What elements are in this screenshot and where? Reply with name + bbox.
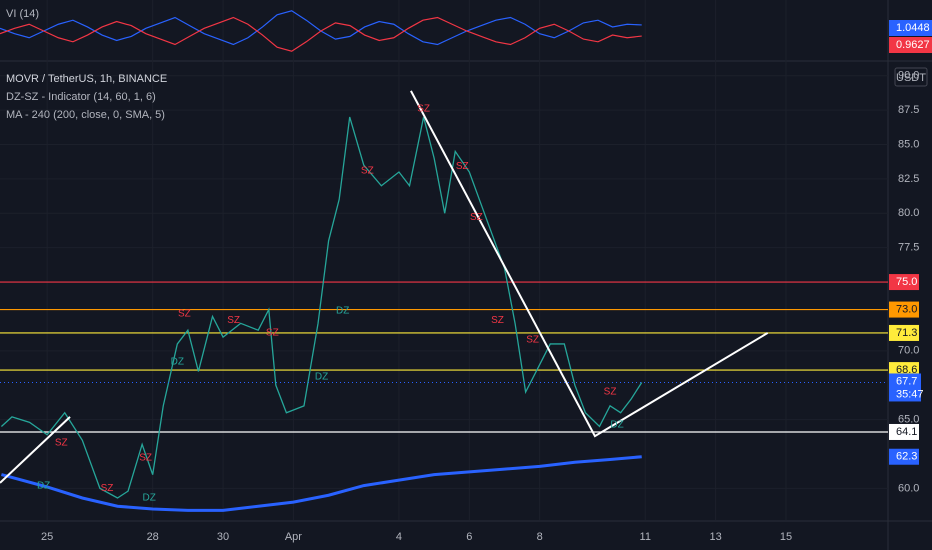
level-tag-label: 75.0 [896,276,917,288]
zone-annotation: SZ [604,387,617,398]
zone-annotation: DZ [37,480,50,491]
vi-tag-label: 1.0448 [896,22,930,34]
price-line [1,455,642,512]
zone-annotation: DZ [315,372,328,383]
x-tick-label: 8 [537,531,543,543]
zone-annotation: SZ [266,328,279,339]
trendline [410,90,769,438]
ma-tag [889,448,919,465]
ma-tag-label: 62.3 [896,451,917,463]
zone-annotation: SZ [491,315,504,326]
currency[interactable]: USDT [896,72,926,84]
level-tag-label: 68.6 [896,364,917,376]
level-tag-label: 73.0 [896,303,917,315]
vi-line [0,16,642,52]
y-tick-label: 80.0 [898,207,919,219]
y-tick-label: 90.0 [898,70,919,82]
indicator-label: MA - 240 (200, close, 0, SMA, 5) [6,109,165,121]
chart-title: MOVR / TetherUS, 1h, BINANCE [6,73,167,85]
zone-annotation: SZ [101,483,114,494]
vi-title: VI (14) [6,8,39,20]
y-tick-label: 77.5 [898,242,919,254]
vi-tag [889,37,932,53]
zone-annotation: SZ [178,308,191,319]
zone-annotation: SZ [456,161,469,172]
level-tag-label: 64.1 [896,426,917,438]
zone-annotation: SZ [139,453,152,464]
x-tick-label: 4 [396,531,402,543]
level-tag [889,423,919,440]
y-tick-label: 60.0 [898,482,919,494]
x-tick-label: 25 [41,531,53,543]
zone-annotation: DZ [610,420,623,431]
x-tick-label: 30 [217,531,229,543]
y-tick-label: 65.0 [898,414,919,426]
last-price-tag [889,373,921,402]
zone-annotation: SZ [470,212,483,223]
vi-tag [889,20,932,36]
x-tick-label: 6 [466,531,472,543]
y-tick-label: 87.5 [898,104,919,116]
zone-annotation: SZ [227,315,240,326]
level-tag-label: 71.3 [896,327,917,339]
vi-tag-label: 0.9627 [896,39,930,51]
zone-annotation: DZ [336,306,349,317]
last-price-label: 67.7 [896,375,917,387]
x-tick-label: 15 [780,531,792,543]
y-tick-label: 82.5 [898,173,919,185]
zone-annotation: SZ [417,103,430,114]
x-tick-label: 13 [709,531,721,543]
y-tick-label: 85.0 [898,138,919,150]
y-tick-label: 70.0 [898,345,919,357]
level-tag [889,274,919,291]
level-tag [889,301,919,318]
zone-annotation: DZ [171,356,184,367]
x-tick-label: 28 [147,531,159,543]
zone-annotation: SZ [55,438,68,449]
zone-annotation: SZ [361,165,374,176]
level-tag [889,324,919,341]
currency-box[interactable] [894,67,928,87]
x-tick-label: 11 [640,531,651,543]
zone-annotation: DZ [143,493,156,504]
x-tick-label: Apr [285,531,302,543]
zone-annotation: SZ [526,334,539,345]
trendline [0,416,71,484]
countdown: 35:47 [896,388,924,400]
indicator-label: DZ-SZ - Indicator (14, 60, 1, 6) [6,91,156,103]
